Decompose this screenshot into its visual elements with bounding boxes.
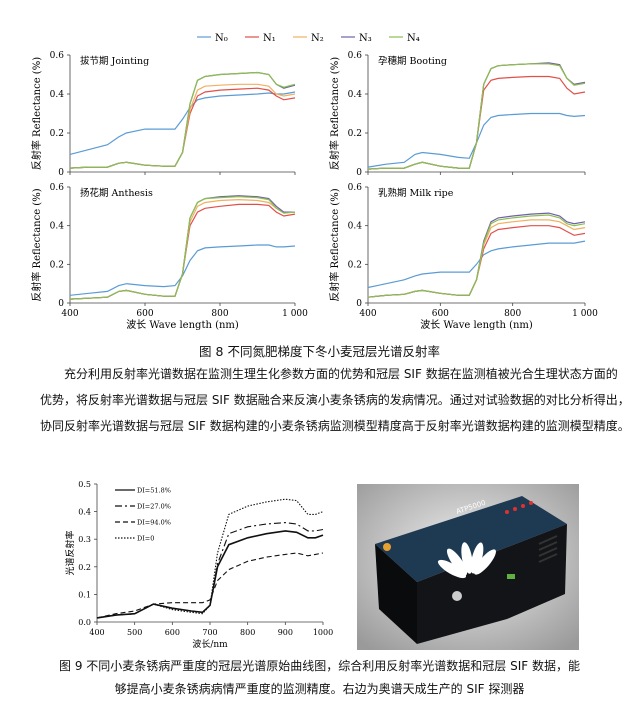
y-tick-label: 0.4 [348,222,363,232]
y-tick-label: 0.4 [348,90,363,100]
legend-label: DI=27.0% [137,503,171,511]
y-tick-label: 0.6 [348,183,363,193]
legend-label: N₄ [407,33,420,44]
series-line [96,522,324,619]
legend-label: DI=51.8% [137,487,171,495]
panel-title: 拔节期 Jointing [80,55,149,67]
y-axis-label: 反射率 Reflectance (%) [328,188,341,301]
series-line [367,75,586,170]
series-line [367,225,586,298]
y-tick-label: 0 [356,299,362,309]
y-tick-label: 0 [58,168,64,178]
series-line [69,195,295,300]
paragraph-line-1: 充分利用反射率光谱数据在监测生理生化参数方面的优势和冠层 SIF 数据在监测植被… [64,367,618,381]
y-axis-label: 光谱反射率 [64,530,76,575]
x-axis-label: 波长/nm [192,638,228,650]
panel-title: 孕穗期 Booting [378,55,447,67]
y-tick-label: 0.2 [50,129,64,139]
legend-label: DI=0 [137,535,154,543]
y-tick-label: 0.4 [50,90,65,100]
x-tick-label: 700 [202,628,217,637]
x-tick-label: 800 [504,309,521,319]
legend-label: N₁ [263,33,276,44]
x-tick-label: 400 [89,628,104,637]
y-tick-label: 0.6 [348,51,363,61]
y-axis-label: 反射率 Reflectance (%) [30,188,43,301]
figure9-caption-line-1: 图 9 不同小麦条锈病严重度的冠层光谱原始曲线图，综合利用反射率光谱数据和冠层 … [59,659,580,673]
x-tick-label: 900 [278,628,293,637]
x-tick-label: 800 [211,309,228,319]
legend-label: N₃ [359,33,372,44]
y-tick-label: 0.2 [348,129,362,139]
y-tick-label: 0.5 [78,480,91,489]
figure9-caption-line-2: 够提高小麦条锈病病情严重度的监测精度。右边为奥谱天成生产的 SIF 探测器 [114,682,525,696]
y-tick-label: 0 [356,168,362,178]
series-line [367,240,586,289]
legend-label: N₀ [215,33,228,44]
series-line [69,71,296,169]
series-line [367,219,586,298]
legend-label: DI=94.0% [137,519,171,527]
x-axis-label: 波长 Wave length (nm) [126,318,239,331]
y-tick-label: 0 [58,299,64,309]
series-line [367,112,586,168]
series-line [69,91,296,155]
y-tick-label: 0.2 [348,260,362,270]
y-tick-label: 0.3 [78,535,91,544]
panel-title: 扬花期 Anthesis [80,187,153,199]
series-line [69,196,296,300]
x-tick-label: 400 [359,309,376,319]
series-line [96,552,324,619]
x-tick-label: 600 [165,628,180,637]
y-axis-label: 反射率 Reflectance (%) [30,57,43,170]
y-tick-label: 0.2 [50,260,64,270]
series-line [367,63,586,170]
x-tick-label: 1 000 [572,309,598,319]
series-line [367,62,586,170]
figure8-caption: 图 8 不同氮肥梯度下冬小麦冠层光谱反射率 [199,344,440,359]
y-tick-label: 0.4 [50,222,65,232]
x-tick-label: 600 [136,309,153,319]
y-tick-label: 0.1 [78,590,91,599]
x-tick-label: 400 [61,309,78,319]
series-line [69,71,296,169]
x-tick-label: 600 [432,309,449,319]
sif-detector-photo: ATP5000 [357,484,579,650]
series-line [96,498,324,619]
y-tick-label: 0.4 [78,508,91,517]
x-tick-label: 800 [240,628,255,637]
x-axis-label: 波长 Wave length (nm) [420,318,533,331]
y-tick-label: 0.6 [50,183,65,193]
series-line [69,244,296,296]
paragraph-line-2: 优势，将反射率光谱数据与冠层 SIF 数据融合来反演小麦条锈病的发病情况。通过对… [40,393,630,407]
x-tick-label: 1000 [313,628,333,637]
y-tick-label: 0.0 [78,618,91,627]
series-line [69,83,296,169]
paragraph-line-3: 协同反射率光谱数据与冠层 SIF 数据构建的小麦条锈病监测模型精度高于反射率光谱… [40,419,630,433]
series-line [367,212,586,298]
y-tick-label: 0.6 [50,51,65,61]
series-line [69,198,295,300]
y-tick-label: 0.2 [78,563,91,572]
series-line [367,214,586,298]
y-axis-label: 反射率 Reflectance (%) [328,57,341,170]
legend-label: N₂ [311,33,324,44]
series-line [367,63,586,170]
panel-title: 乳熟期 Milk ripe [378,187,454,199]
series-line [69,203,296,300]
series-line [69,87,296,169]
x-tick-label: 500 [127,628,142,637]
x-tick-label: 1 000 [282,309,308,319]
